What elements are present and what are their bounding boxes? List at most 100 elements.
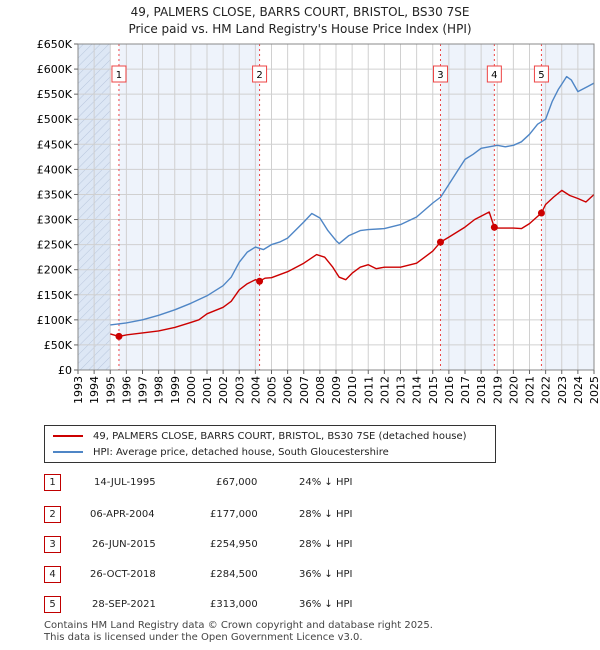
transaction-point [436, 238, 444, 246]
footer-notice: Contains HM Land Registry data © Crown c… [44, 620, 433, 644]
x-tick-label: 2008 [314, 376, 327, 404]
transaction-number-badge: 4 [44, 566, 61, 583]
transaction-hpi-diff: 28% ↓ HPI [299, 509, 353, 520]
footer-licence: This data is licensed under the Open Gov… [44, 632, 363, 643]
chart-subtitle: Price paid vs. HM Land Registry's House … [128, 22, 472, 36]
transaction-price: £177,000 [210, 509, 258, 520]
transaction-date: 26-JUN-2015 [92, 539, 156, 550]
legend-swatch-property [53, 435, 83, 437]
transaction-label-box [533, 65, 549, 83]
x-tick-label: 2005 [266, 376, 279, 404]
transaction-point [537, 209, 545, 217]
hpi-line [110, 75, 595, 326]
transaction-label-box [111, 65, 127, 83]
x-tick-label: 2002 [217, 376, 230, 404]
transaction-price: £284,500 [210, 569, 258, 580]
transaction-point [490, 223, 498, 231]
y-tick-label: £550K [37, 88, 73, 101]
transaction-date: 26-OCT-2018 [90, 569, 156, 580]
x-tick-label: 2025 [588, 376, 600, 404]
legend-swatch-hpi [53, 451, 83, 453]
x-tick-label: 2000 [185, 376, 198, 404]
x-tick-label: 2016 [443, 376, 456, 404]
x-tick-label: 2001 [201, 376, 214, 404]
transaction-label-box [252, 65, 268, 83]
legend-item-hpi: HPI: Average price, detached house, Sout… [53, 446, 389, 460]
table-row: 1 14-JUL-1995 £67,000 24% ↓ HPI [44, 474, 564, 492]
x-tick-label: 2018 [475, 376, 488, 404]
price-chart: 1 2 3 4 5 £0 £50K £100K £150K £200K £250K £300K £35… [37, 38, 600, 404]
transaction-number-badge: 3 [44, 536, 61, 553]
x-tick-label: 2023 [556, 376, 569, 404]
transaction-label: 5 [538, 70, 544, 81]
x-tick-label: 2019 [491, 376, 504, 404]
x-tick-label: 2013 [395, 376, 408, 404]
x-tick-label: 2021 [524, 376, 537, 404]
x-tick-label: 2014 [411, 376, 424, 404]
y-tick-label: £200K [37, 264, 73, 277]
transaction-label-box [486, 65, 502, 83]
x-tick-label: 1997 [137, 376, 150, 404]
property-price-line [110, 189, 595, 338]
y-tick-label: £450K [37, 138, 73, 151]
transaction-label-box [432, 65, 448, 83]
y-tick-label: £400K [37, 163, 73, 176]
table-row: 2 06-APR-2004 £177,000 28% ↓ HPI [44, 506, 564, 524]
x-tick-label: 2022 [540, 376, 553, 404]
table-row: 3 26-JUN-2015 £254,950 28% ↓ HPI [44, 536, 564, 554]
x-tick-label: 2003 [233, 376, 246, 404]
footer-copyright: Contains HM Land Registry data © Crown c… [44, 620, 433, 631]
transaction-point [256, 277, 264, 285]
transaction-price: £313,000 [210, 599, 258, 610]
transaction-hpi-diff: 36% ↓ HPI [299, 569, 353, 580]
x-tick-label: 1995 [104, 376, 117, 404]
x-tick-label: 2015 [427, 376, 440, 404]
x-tick-label: 2017 [459, 376, 472, 404]
x-tick-label: 2012 [378, 376, 391, 404]
transaction-label: 4 [491, 70, 497, 81]
legend-label-property: 49, PALMERS CLOSE, BARRS COURT, BRISTOL,… [93, 431, 467, 442]
transaction-hpi-diff: 24% ↓ HPI [299, 477, 353, 488]
transaction-number-badge: 2 [44, 506, 61, 523]
chart-title-block: 49, PALMERS CLOSE, BARRS COURT, BRISTOL,… [0, 4, 600, 38]
x-tick-label: 2010 [346, 376, 359, 404]
chart-title: 49, PALMERS CLOSE, BARRS COURT, BRISTOL,… [130, 5, 470, 19]
ownership-shaded-band [541, 44, 594, 370]
x-tick-label: 1994 [88, 376, 101, 404]
ownership-shaded-band [118, 44, 260, 370]
x-tick-label: 2011 [362, 376, 375, 404]
transaction-label: 2 [256, 70, 262, 81]
chart-legend: 49, PALMERS CLOSE, BARRS COURT, BRISTOL,… [44, 425, 496, 463]
table-row: 5 28-SEP-2021 £313,000 36% ↓ HPI [44, 596, 564, 614]
x-tick-label: 1993 [72, 376, 85, 404]
y-tick-label: £100K [37, 314, 73, 327]
y-tick-label: £50K [44, 339, 73, 352]
y-tick-label: £250K [37, 239, 73, 252]
x-tick-label: 1996 [120, 376, 133, 404]
x-tick-label: 1999 [169, 376, 182, 404]
x-tick-label: 2004 [249, 376, 262, 404]
ownership-shaded-band [440, 44, 495, 370]
y-tick-label: £650K [37, 38, 73, 51]
y-tick-label: £500K [37, 113, 73, 126]
transaction-number-badge: 1 [44, 474, 61, 491]
y-tick-label: £0 [58, 364, 72, 377]
transaction-point [115, 332, 123, 340]
x-tick-label: 2006 [282, 376, 295, 404]
x-tick-label: 2020 [507, 376, 520, 404]
transaction-label: 3 [437, 70, 443, 81]
x-tick-label: 2007 [298, 376, 311, 404]
transaction-date: 06-APR-2004 [90, 509, 155, 520]
x-tick-label: 2009 [330, 376, 343, 404]
transaction-hpi-diff: 28% ↓ HPI [299, 539, 353, 550]
transaction-price: £254,950 [210, 539, 258, 550]
legend-item-property: 49, PALMERS CLOSE, BARRS COURT, BRISTOL,… [53, 430, 467, 444]
y-tick-label: £300K [37, 214, 73, 227]
y-tick-label: £350K [37, 188, 73, 201]
table-row: 4 26-OCT-2018 £284,500 36% ↓ HPI [44, 566, 564, 584]
transaction-date: 14-JUL-1995 [94, 477, 156, 488]
transaction-label: 1 [116, 70, 122, 81]
legend-label-hpi: HPI: Average price, detached house, Sout… [93, 447, 389, 458]
x-tick-label: 1998 [153, 376, 166, 404]
transaction-date: 28-SEP-2021 [92, 599, 156, 610]
